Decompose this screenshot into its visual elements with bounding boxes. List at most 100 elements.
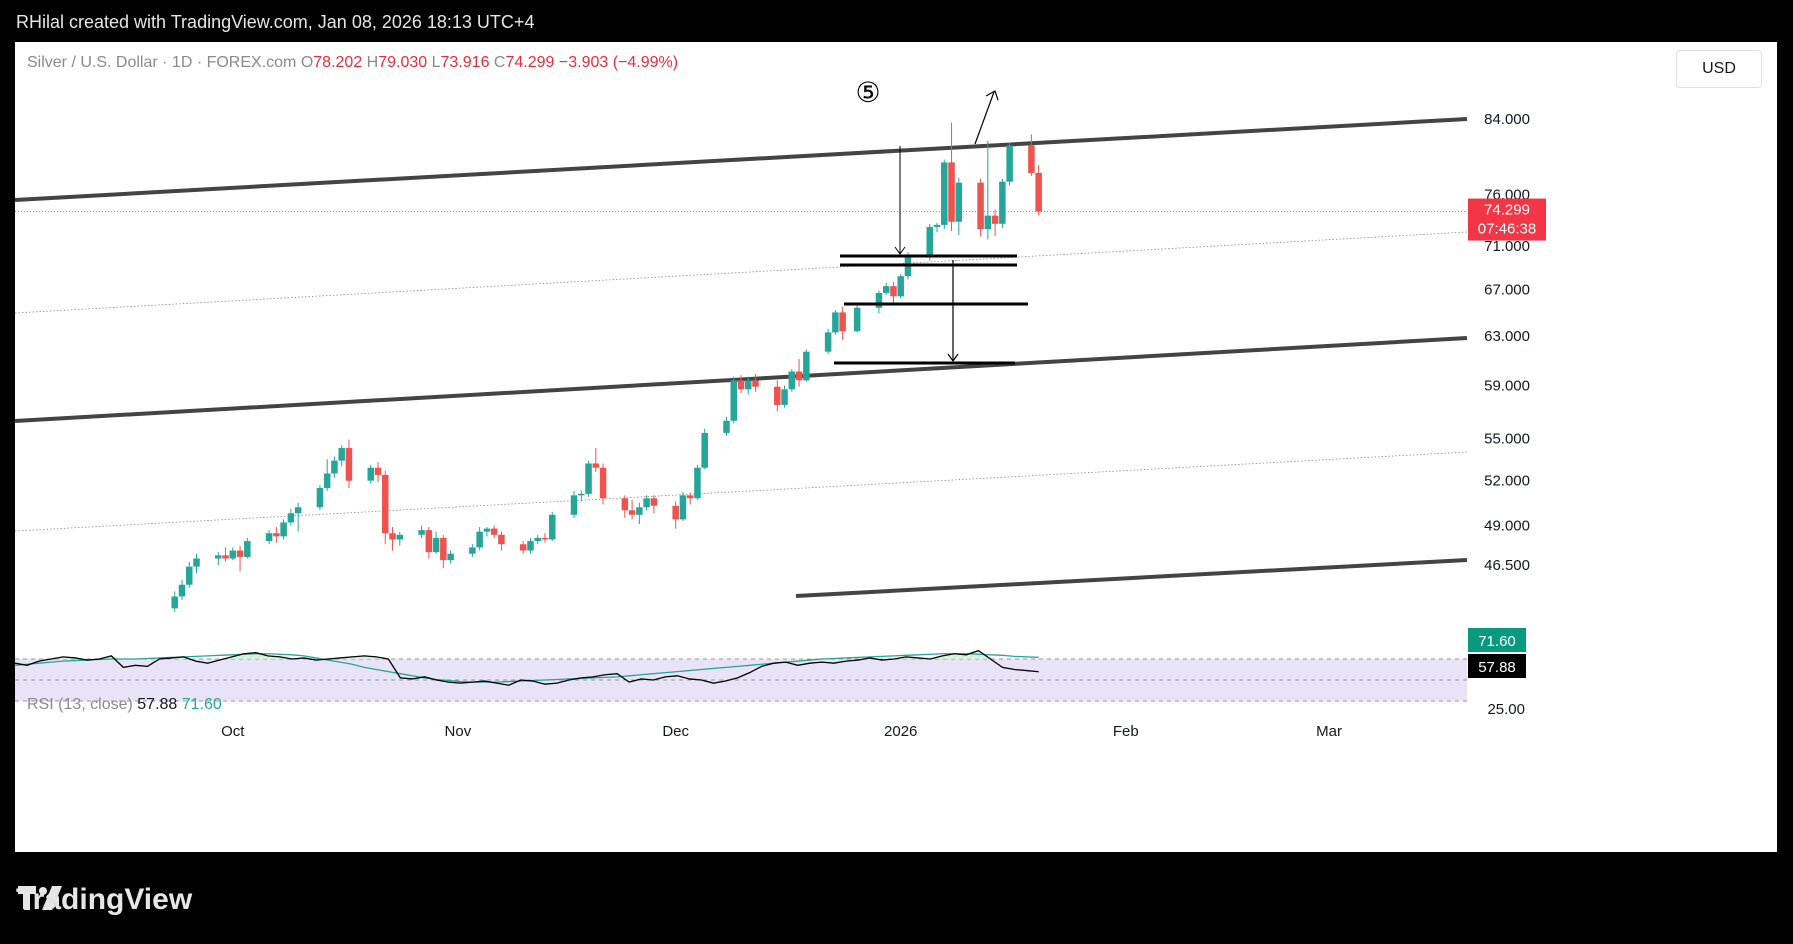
candle-body xyxy=(541,537,549,540)
candle-body xyxy=(745,380,752,390)
price-tick-label: 67.000 xyxy=(1484,282,1530,299)
candle-body xyxy=(875,292,883,308)
rsi-overbought-fill xyxy=(15,650,1039,659)
candle-body xyxy=(955,182,963,222)
currency-button[interactable]: USD xyxy=(1676,50,1762,88)
candle-body xyxy=(578,493,585,496)
candle-body xyxy=(331,460,338,474)
candle-body xyxy=(222,555,229,559)
candle-body xyxy=(236,550,244,557)
candle-body xyxy=(382,474,389,534)
candle-body xyxy=(425,530,433,553)
candle-body xyxy=(345,448,353,481)
candle-body xyxy=(730,380,737,421)
channel-midline xyxy=(15,451,1468,532)
price-tick-label: 55.000 xyxy=(1484,430,1530,447)
candle-body xyxy=(396,534,404,540)
wave-5-label: ⑤ xyxy=(855,76,880,109)
rsi-value: 57.88 xyxy=(137,696,178,713)
time-tick-label: Oct xyxy=(221,723,245,740)
candle-body xyxy=(185,566,193,585)
high-label: H xyxy=(366,54,379,71)
candle-body xyxy=(476,531,483,548)
up-arrow-head xyxy=(985,90,999,101)
price-tick-label: 49.000 xyxy=(1484,518,1530,535)
high-value: 79.030 xyxy=(378,54,428,71)
time-tick-label: Nov xyxy=(445,723,472,740)
candle-body xyxy=(853,307,861,332)
candle-body xyxy=(977,182,984,229)
candle-body xyxy=(890,286,897,297)
candle-body xyxy=(882,286,890,293)
open-label: O xyxy=(300,54,314,71)
symbol-legend: Silver / U.S. Dollar · 1D · FOREX.com O 7… xyxy=(27,54,678,72)
rsi-line xyxy=(15,649,1039,686)
candle-body xyxy=(374,467,382,475)
rsi-value-tag-value: 57.88 xyxy=(1478,659,1516,676)
bar-countdown: 07:46:38 xyxy=(1478,221,1536,238)
candle-body xyxy=(686,495,694,499)
rsi-ma-value: 71.60 xyxy=(181,696,222,713)
time-tick-label: Mar xyxy=(1316,723,1342,740)
candle-body xyxy=(273,533,280,537)
candle-body xyxy=(621,498,629,511)
candle-body xyxy=(933,224,941,227)
candle-body xyxy=(1035,172,1042,212)
candle-body xyxy=(1028,145,1035,173)
candle-body xyxy=(294,507,302,514)
candle-body xyxy=(280,522,287,537)
candle-body xyxy=(694,467,701,499)
candle-body xyxy=(215,555,222,559)
candle-body xyxy=(483,528,491,532)
candle-body xyxy=(984,215,992,229)
candle-body xyxy=(244,541,251,557)
candle-body xyxy=(178,584,186,597)
rsi-ma-tag-value: 71.60 xyxy=(1478,633,1516,650)
candle-body xyxy=(839,312,846,332)
candle-body xyxy=(193,558,200,567)
price-chart[interactable]: 46.500 49.000 52.000 55.000 59.000 63.000 67.0… xyxy=(15,42,1777,852)
rsi-legend: RSI (13, close) 57.88 71.60 xyxy=(27,696,222,714)
candle-body xyxy=(795,371,803,381)
candle-body xyxy=(229,550,237,559)
candle-body xyxy=(389,533,396,540)
candle-body xyxy=(824,332,832,352)
candle-body xyxy=(737,380,745,390)
candle-body xyxy=(628,510,636,515)
candle-body xyxy=(367,467,374,481)
chart-panel[interactable]: 46.500 49.000 52.000 55.000 59.000 63.000 67.0… xyxy=(15,42,1777,852)
candle-body xyxy=(672,505,679,520)
candle-body xyxy=(287,513,295,523)
rsi-ma-tag xyxy=(1468,628,1526,652)
down-arrow-head xyxy=(947,353,959,363)
price-tick-label: 84.000 xyxy=(1484,111,1530,128)
candle-body xyxy=(948,162,955,222)
candle-body xyxy=(585,463,592,494)
candle-body xyxy=(926,226,934,256)
candle-body xyxy=(774,386,781,405)
candle-body xyxy=(643,498,650,508)
rsi-floor-label: 25.00 xyxy=(1487,701,1525,718)
last-price-value: 74.299 xyxy=(1484,202,1530,219)
price-axis xyxy=(1467,42,1777,852)
candle-body xyxy=(548,514,556,540)
candle-body xyxy=(999,181,1006,224)
candle-body xyxy=(447,553,454,561)
candle-body xyxy=(679,495,687,520)
candle-body xyxy=(534,537,541,542)
candle-body xyxy=(991,215,999,224)
candle-body xyxy=(519,544,527,551)
candle-body xyxy=(498,534,505,545)
candle-body xyxy=(803,351,810,381)
candle-body xyxy=(599,467,607,499)
candle-body xyxy=(440,537,447,561)
candle-body xyxy=(592,463,600,468)
time-tick-label: Feb xyxy=(1113,723,1139,740)
price-tick-label: 71.000 xyxy=(1484,238,1530,255)
rsi-name: RSI (13, close) xyxy=(27,696,133,713)
candle-body xyxy=(265,533,273,542)
price-tick-label: 46.500 xyxy=(1484,557,1530,574)
symbol-name: Silver / U.S. Dollar · 1D · FOREX.com xyxy=(27,54,297,71)
candle-body xyxy=(650,498,658,506)
low-value: 73.916 xyxy=(440,54,490,71)
